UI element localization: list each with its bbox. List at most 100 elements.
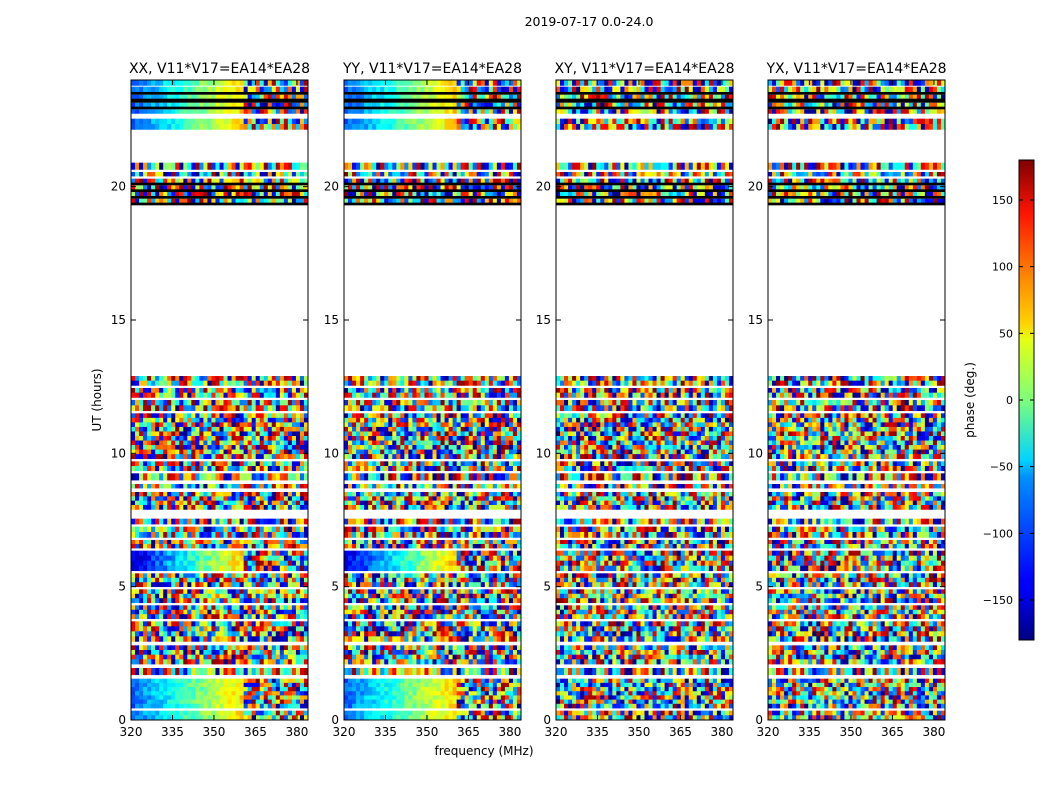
heatmap-cell	[445, 605, 449, 610]
heatmap-cell	[465, 578, 469, 583]
heatmap-cell	[207, 95, 211, 99]
heatmap-cell	[224, 431, 228, 436]
heatmap-cell	[461, 501, 465, 506]
heatmap-cell	[207, 605, 211, 610]
heatmap-cell	[236, 381, 240, 386]
heatmap-cell	[424, 631, 428, 636]
heatmap-cell	[199, 519, 203, 525]
heatmap-cell	[163, 679, 167, 684]
heatmap-cell	[420, 505, 424, 510]
heatmap-cell	[505, 650, 509, 655]
heatmap-cell	[207, 645, 211, 650]
heatmap-cell	[400, 683, 404, 688]
heatmap-cell	[473, 566, 477, 571]
heatmap-cell	[155, 578, 159, 583]
heatmap-cell	[256, 376, 260, 381]
heatmap-cell	[147, 445, 151, 450]
heatmap-cell	[139, 655, 143, 660]
heatmap-cell	[155, 668, 159, 675]
heatmap-cell	[445, 621, 449, 626]
heatmap-cell	[232, 466, 236, 471]
heatmap-cell	[288, 109, 292, 113]
heatmap-cell	[449, 496, 453, 501]
heatmap-cell	[207, 501, 211, 506]
heatmap-cell	[139, 621, 143, 626]
heatmap-cell	[139, 594, 143, 599]
heatmap-cell	[143, 610, 147, 615]
heatmap-cell	[376, 650, 380, 655]
heatmap-cell	[505, 492, 509, 497]
heatmap-cell	[477, 655, 481, 660]
heatmap-cell	[131, 466, 135, 471]
heatmap-cell	[179, 124, 183, 130]
heatmap-cell	[228, 582, 232, 587]
heatmap-cell	[183, 704, 187, 709]
heatmap-cell	[485, 711, 489, 716]
heatmap-cell	[220, 598, 224, 603]
heatmap-cell	[171, 679, 175, 684]
heatmap-cell	[360, 598, 364, 603]
heatmap-cell	[159, 532, 163, 538]
heatmap-cell	[300, 484, 304, 488]
heatmap-cell	[424, 691, 428, 696]
heatmap-cell	[236, 683, 240, 688]
heatmap-cell	[256, 461, 260, 466]
heatmap-cell	[143, 199, 147, 203]
heatmap-cell	[493, 532, 497, 538]
heatmap-cell	[493, 566, 497, 571]
heatmap-cell	[368, 610, 372, 615]
heatmap-cell	[171, 172, 175, 176]
heatmap-cell	[437, 501, 441, 506]
heatmap-cell	[497, 711, 501, 716]
heatmap-cell	[264, 505, 268, 510]
heatmap-cell	[300, 388, 304, 393]
heatmap-cell	[416, 594, 420, 599]
heatmap-cell	[167, 473, 171, 480]
heatmap-cell	[300, 179, 304, 183]
x-tick-label: 335	[161, 725, 184, 739]
heatmap-cell	[264, 466, 268, 471]
heatmap-cell	[179, 704, 183, 709]
heatmap-cell	[268, 573, 272, 578]
heatmap-cell	[179, 496, 183, 501]
heatmap-cell	[215, 445, 219, 450]
heatmap-cell	[380, 496, 384, 501]
heatmap-cell	[232, 413, 236, 418]
heatmap-cell	[215, 454, 219, 459]
heatmap-cell	[364, 687, 368, 692]
heatmap-cell	[348, 687, 352, 692]
heatmap-cell	[171, 551, 175, 556]
heatmap-cell	[155, 418, 159, 423]
heatmap-cell	[481, 626, 485, 631]
heatmap-cell	[203, 450, 207, 455]
heatmap-cell	[392, 621, 396, 626]
heatmap-cell	[135, 427, 139, 432]
heatmap-cell	[191, 626, 195, 631]
heatmap-cell	[215, 691, 219, 696]
heatmap-cell	[135, 422, 139, 427]
heatmap-cell	[473, 687, 477, 692]
heatmap-cell	[256, 436, 260, 441]
heatmap-cell	[191, 594, 195, 599]
heatmap-cell	[276, 124, 280, 130]
heatmap-cell	[256, 687, 260, 692]
heatmap-cell	[175, 519, 179, 525]
heatmap-cell	[388, 589, 392, 594]
heatmap-cell	[296, 614, 300, 619]
heatmap-cell	[183, 645, 187, 650]
heatmap-cell	[392, 544, 396, 548]
heatmap-cell	[356, 582, 360, 587]
heatmap-cell	[260, 691, 264, 696]
heatmap-cell	[211, 441, 215, 446]
heatmap-cell	[187, 621, 191, 626]
heatmap-cell	[280, 691, 284, 696]
heatmap-cell	[481, 556, 485, 561]
heatmap-cell	[264, 650, 268, 655]
heatmap-cell	[260, 400, 264, 406]
heatmap-cell	[220, 519, 224, 525]
heatmap-cell	[131, 103, 135, 107]
heatmap-cell	[457, 650, 461, 655]
heatmap-cell	[187, 413, 191, 418]
heatmap-cell	[501, 614, 505, 619]
heatmap-cell	[412, 594, 416, 599]
